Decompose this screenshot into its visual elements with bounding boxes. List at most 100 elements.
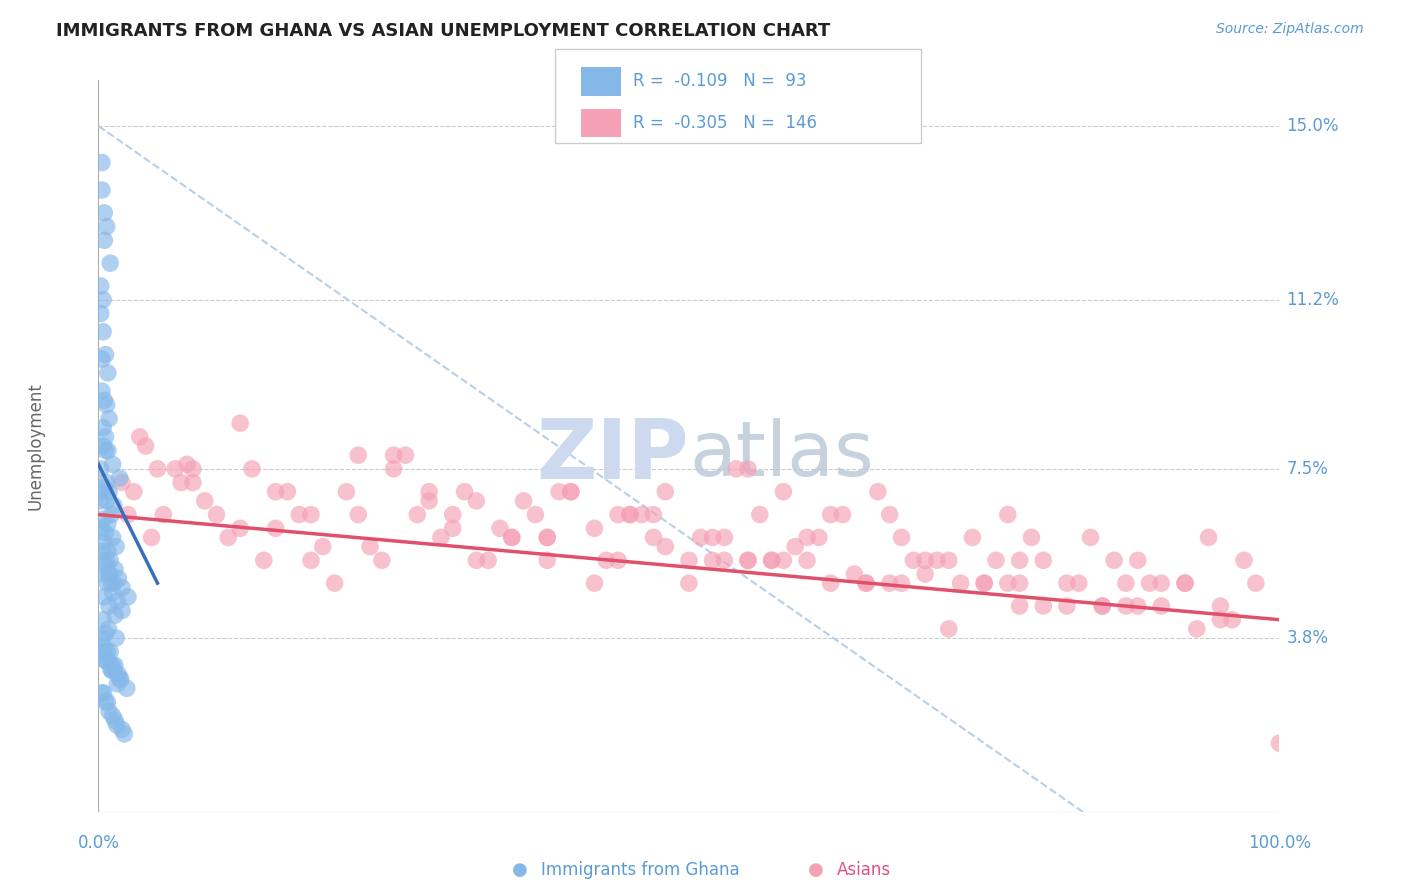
Point — [890, 530, 912, 544]
Point — [240, 462, 263, 476]
Point — [299, 508, 322, 522]
Point — [890, 576, 912, 591]
Point — [925, 553, 948, 567]
Point — [105, 718, 128, 732]
Point — [820, 576, 842, 591]
Point — [1102, 553, 1125, 567]
Point — [441, 508, 464, 522]
Point — [1021, 530, 1043, 544]
Point — [406, 508, 429, 522]
Point — [1032, 553, 1054, 567]
Point — [548, 484, 571, 499]
Point — [94, 695, 117, 709]
Text: Asians: Asians — [837, 861, 890, 879]
Text: R =  -0.305   N =  146: R = -0.305 N = 146 — [633, 114, 817, 132]
Point — [678, 553, 700, 567]
Point — [194, 494, 217, 508]
Point — [90, 462, 112, 476]
Point — [91, 686, 114, 700]
Point — [229, 416, 252, 430]
Point — [1008, 576, 1031, 591]
Text: 7.5%: 7.5% — [1286, 460, 1329, 478]
Point — [512, 494, 534, 508]
Point — [1091, 599, 1114, 613]
Point — [276, 484, 298, 499]
Point — [962, 530, 984, 544]
Text: 11.2%: 11.2% — [1286, 291, 1340, 309]
Point — [93, 480, 115, 494]
Point — [94, 525, 117, 540]
Point — [973, 576, 995, 591]
Point — [489, 521, 512, 535]
Text: ZIP: ZIP — [537, 415, 689, 496]
Point — [108, 471, 131, 485]
Point — [110, 672, 132, 686]
Point — [465, 494, 488, 508]
Point — [91, 325, 114, 339]
Point — [117, 590, 139, 604]
Point — [807, 530, 830, 544]
Point — [264, 484, 287, 499]
Point — [299, 553, 322, 567]
Point — [94, 348, 117, 362]
Point — [97, 366, 120, 380]
Point — [394, 448, 416, 462]
Text: Source: ZipAtlas.com: Source: ZipAtlas.com — [1216, 22, 1364, 37]
Point — [973, 576, 995, 591]
Point — [96, 219, 118, 234]
Point — [772, 553, 794, 567]
Point — [418, 484, 440, 499]
Point — [93, 686, 115, 700]
Point — [93, 535, 115, 549]
Text: atlas: atlas — [689, 418, 873, 492]
Point — [1008, 599, 1031, 613]
Point — [101, 708, 124, 723]
Point — [112, 727, 135, 741]
Point — [101, 658, 124, 673]
Point — [382, 448, 405, 462]
Point — [94, 443, 117, 458]
Point — [104, 608, 127, 623]
Point — [152, 508, 174, 522]
Point — [654, 540, 676, 554]
Point — [107, 572, 129, 586]
Point — [477, 553, 499, 567]
Point — [93, 393, 115, 408]
Point — [785, 540, 807, 554]
Point — [879, 576, 901, 591]
Point — [737, 553, 759, 567]
Point — [583, 576, 606, 591]
Point — [347, 508, 370, 522]
Point — [91, 155, 114, 169]
Point — [1244, 576, 1267, 591]
Text: 100.0%: 100.0% — [1249, 834, 1310, 852]
Point — [100, 508, 122, 522]
Point — [855, 576, 877, 591]
Point — [91, 384, 114, 399]
Point — [1115, 576, 1137, 591]
Point — [98, 704, 121, 718]
Point — [97, 516, 120, 531]
Point — [1268, 736, 1291, 750]
Point — [1139, 576, 1161, 591]
Point — [371, 553, 394, 567]
Point — [831, 508, 853, 522]
Point — [1008, 553, 1031, 567]
Point — [725, 462, 748, 476]
Point — [91, 293, 114, 307]
Point — [205, 508, 228, 522]
Point — [583, 521, 606, 535]
Point — [94, 654, 117, 668]
Point — [111, 603, 134, 617]
Point — [903, 553, 925, 567]
Point — [914, 553, 936, 567]
Text: IMMIGRANTS FROM GHANA VS ASIAN UNEMPLOYMENT CORRELATION CHART: IMMIGRANTS FROM GHANA VS ASIAN UNEMPLOYM… — [56, 22, 831, 40]
Point — [94, 553, 117, 567]
Point — [96, 475, 118, 490]
Text: 15.0%: 15.0% — [1286, 117, 1339, 135]
Point — [117, 508, 139, 522]
Text: Unemployment: Unemployment — [27, 382, 44, 510]
Point — [91, 544, 114, 558]
Point — [90, 521, 112, 535]
Point — [772, 484, 794, 499]
